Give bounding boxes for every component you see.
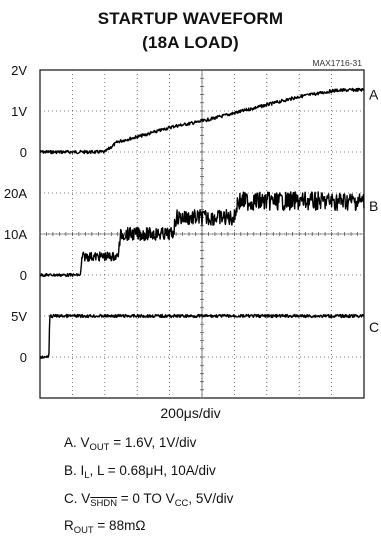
chart-subtitle: (18A LOAD) (142, 33, 239, 52)
caption-r-prefix: R (64, 518, 74, 533)
caption-c-mid: = 0 TO V (117, 491, 175, 506)
y-tick-label: 1V (11, 104, 27, 119)
trace-c-label: C (369, 319, 379, 335)
y-tick-label: 0 (20, 268, 27, 283)
part-number: MAX1716-31 (312, 58, 362, 68)
y-tick-label: 20A (4, 186, 27, 201)
caption-c-prefix: C. V (64, 491, 91, 506)
caption-c-rest: , 5V/div (188, 491, 234, 506)
trace-a-label: A (369, 87, 379, 103)
caption-r-rest: = 88mΩ (93, 518, 146, 533)
caption-a-rest: = 1.6V, 1V/div (109, 435, 197, 450)
caption-a-prefix: A. V (64, 435, 90, 450)
chart-title: STARTUP WAVEFORM (97, 9, 284, 28)
trace-b-label: B (369, 198, 378, 214)
caption-a: A. VOUT = 1.6V, 1V/div (64, 435, 196, 453)
caption-b-prefix: B. I (64, 463, 85, 478)
y-tick-label: 0 (20, 350, 27, 365)
trace-b-line (39, 191, 365, 278)
caption-a-sub: OUT (89, 442, 110, 453)
caption-c-over: SHDN (90, 498, 118, 509)
trace-c-line (39, 313, 365, 359)
y-tick-label: 2V (11, 63, 27, 78)
y-tick-label: 10A (4, 227, 27, 242)
caption-b-rest: , L = 0.68μH, 10A/div (89, 463, 216, 478)
trace-a-line (39, 87, 365, 155)
x-axis-label: 200μs/div (160, 405, 221, 421)
caption-r: ROUT = 88mΩ (64, 518, 145, 536)
caption-b-sub: L (84, 470, 90, 481)
y-tick-label: 5V (11, 309, 27, 324)
caption-c: C. VSHDN = 0 TO VCC, 5V/div (64, 491, 233, 509)
y-tick-label: 0 (20, 145, 27, 160)
caption-r-sub: OUT (73, 525, 94, 536)
caption-b: B. IL, L = 0.68μH, 10A/div (64, 463, 216, 481)
caption-c-sub: CC (174, 498, 189, 509)
